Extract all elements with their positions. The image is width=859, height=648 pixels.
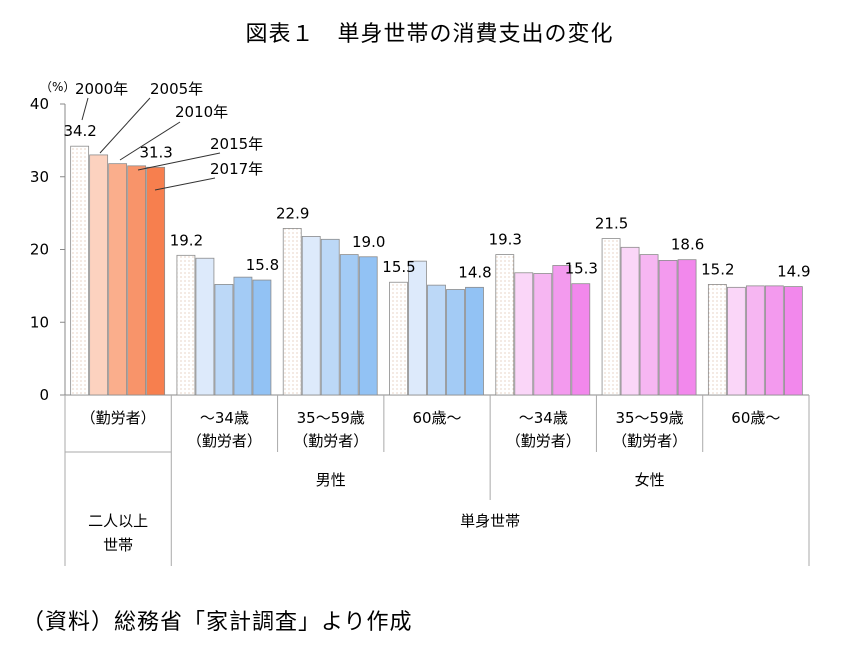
data-label: 34.2	[63, 122, 96, 140]
bar	[214, 284, 234, 396]
legend-label: 2015年	[210, 135, 263, 153]
household-label-multi: 世帯	[103, 536, 133, 554]
legend-label: 2005年	[150, 80, 203, 98]
bar	[446, 289, 465, 396]
bar	[658, 260, 678, 396]
bar	[571, 283, 591, 396]
bar	[146, 166, 166, 396]
legend-leader-line	[154, 177, 216, 191]
category-label: ～34歳	[200, 409, 249, 427]
bar	[127, 165, 147, 396]
category-label: （勤労者）	[293, 432, 368, 450]
y-tick-label: 40	[30, 95, 49, 113]
bar	[465, 286, 484, 396]
bar	[252, 279, 272, 396]
bar	[552, 265, 572, 396]
data-label: 19.3	[489, 231, 522, 249]
bar	[339, 254, 359, 396]
bar	[514, 272, 534, 396]
bar	[70, 145, 90, 396]
gender-label-female: 女性	[635, 471, 665, 489]
category-label: （勤労者）	[612, 432, 687, 450]
category-label: （勤労者）	[81, 409, 156, 427]
y-axis-unit: （%）	[40, 80, 75, 94]
legend-leader-line	[99, 97, 151, 154]
y-tick-label: 10	[30, 313, 49, 331]
data-label: 15.8	[246, 256, 279, 274]
household-label-single: 単身世帯	[460, 512, 520, 530]
legend-leader-line	[137, 152, 221, 171]
y-tick-label: 0	[39, 386, 49, 404]
bar	[620, 246, 640, 396]
bar	[301, 236, 321, 396]
bar	[726, 286, 746, 396]
category-label: ～34歳	[519, 409, 568, 427]
legend-leader-line	[81, 97, 89, 121]
bar	[764, 285, 784, 396]
bar	[707, 284, 727, 396]
bar	[427, 284, 446, 396]
category-label: 35～59歳	[615, 409, 683, 427]
data-label: 18.6	[671, 236, 704, 254]
bar	[89, 154, 109, 396]
bar	[282, 228, 302, 396]
data-label: 22.9	[276, 204, 309, 222]
legend-label: 2010年	[175, 103, 228, 121]
bar	[639, 254, 659, 396]
category-label: 60歳～	[731, 409, 780, 427]
bar	[176, 254, 196, 396]
bar	[745, 285, 765, 396]
source-note: （資料）総務省「家計調査」より作成	[22, 610, 413, 635]
data-label: 21.5	[595, 215, 628, 233]
data-label: 14.9	[777, 263, 810, 281]
data-label: 14.8	[458, 263, 491, 281]
gender-label-male: 男性	[316, 471, 346, 489]
bar	[677, 259, 697, 396]
data-label: 31.3	[139, 143, 172, 161]
bar	[233, 276, 253, 396]
data-label: 19.2	[170, 231, 203, 249]
category-label: 60歳～	[412, 409, 461, 427]
bar	[495, 254, 515, 396]
bar	[783, 286, 803, 396]
category-label: 35～59歳	[297, 409, 365, 427]
category-label: （勤労者）	[187, 432, 262, 450]
data-label: 15.2	[701, 260, 734, 278]
data-label: 15.5	[382, 258, 415, 276]
data-label: 15.3	[565, 260, 598, 278]
legend-label: 2017年	[210, 160, 263, 178]
data-label: 19.0	[352, 233, 385, 251]
category-label: （勤労者）	[506, 432, 581, 450]
legend-label: 2000年	[75, 80, 128, 98]
legend-leader-line	[119, 121, 181, 161]
bar	[408, 260, 427, 396]
bar	[358, 256, 378, 396]
bar	[533, 273, 553, 396]
bar	[601, 238, 621, 396]
chart-title: 図表１ 単身世帯の消費支出の変化	[245, 22, 614, 47]
bar-chart: 0 10 20 30 40（%） 34.2 31.3 19.2 15.8 22.9 19.0 15.…	[30, 80, 811, 566]
y-tick-label: 20	[30, 241, 49, 259]
bar	[108, 163, 128, 396]
bar	[320, 238, 340, 396]
y-tick-label: 30	[30, 168, 49, 186]
bar	[195, 257, 215, 396]
bar	[389, 281, 408, 396]
household-label-multi: 二人以上	[88, 512, 148, 530]
